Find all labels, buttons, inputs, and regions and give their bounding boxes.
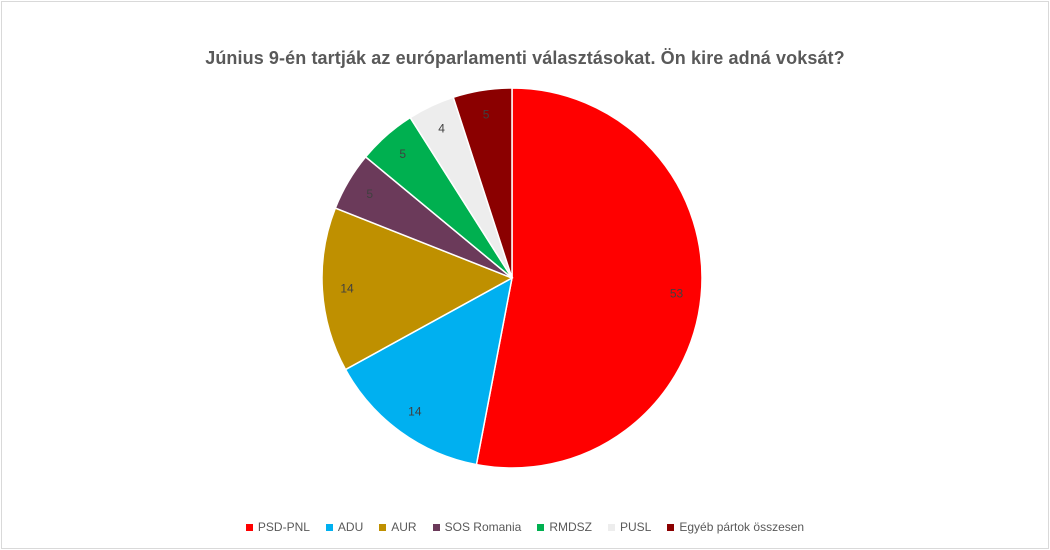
chart-title: Június 9-én tartják az európarlamenti vá…: [205, 48, 845, 68]
legend-swatch: [245, 523, 253, 531]
pie-slice-adu: [344, 276, 514, 466]
data-label: 14: [340, 281, 354, 295]
legend-label: ADU: [337, 520, 364, 534]
data-label: 5: [399, 147, 406, 161]
legend-item: Egyéb pártok összesen: [667, 520, 804, 534]
legend-swatch: [667, 523, 675, 531]
data-label: 14: [408, 405, 422, 419]
legend-swatch: [325, 523, 333, 531]
legend-item: AUR: [379, 520, 417, 534]
legend-label: AUR: [391, 520, 417, 534]
pie-slice-aur: [321, 207, 514, 371]
legend-label: SOS Romania: [444, 520, 522, 534]
data-label: 5: [483, 108, 490, 122]
pie-slice-psd-pnl: [475, 87, 703, 469]
legend-item: SOS Romania: [432, 520, 522, 534]
chart-legend: PSD-PNL ADU AUR SOS Romania RMDSZ PUSL Egyéb p…: [2, 520, 1048, 534]
pie-slice-egy-b-p-rtok-sszesen: [452, 87, 513, 279]
data-label: 53: [670, 287, 684, 301]
data-label: 4: [438, 121, 445, 135]
data-label: 5: [366, 187, 373, 201]
legend-item: PSD-PNL: [245, 520, 310, 534]
legend-swatch: [379, 523, 387, 531]
legend-label: PUSL: [619, 520, 652, 534]
legend-item: ADU: [325, 520, 364, 534]
legend-swatch: [537, 523, 545, 531]
legend-swatch: [432, 523, 440, 531]
legend-label: Egyéb pártok összesen: [679, 520, 805, 534]
legend-item: PUSL: [607, 520, 652, 534]
legend-label: PSD-PNL: [257, 520, 310, 534]
legend-swatch: [607, 523, 615, 531]
legend-item: RMDSZ: [537, 520, 592, 534]
legend-label: RMDSZ: [549, 520, 592, 534]
